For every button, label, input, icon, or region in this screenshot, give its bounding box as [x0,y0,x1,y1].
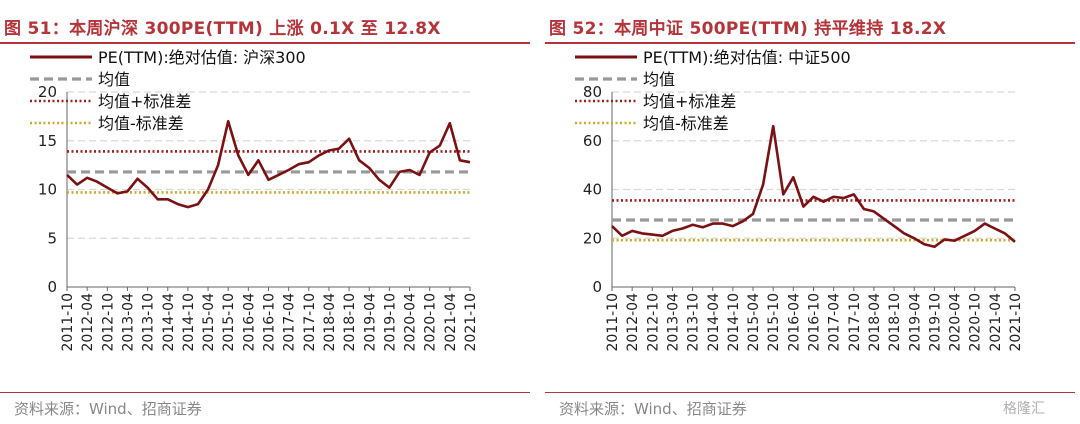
y-tick-label: 40 [583,181,602,199]
watermark-logo: 格隆汇 [1003,401,1045,417]
x-tick-label: 2015-10 [221,293,237,352]
x-tick-label: 2020-10 [423,293,439,352]
x-tick-label: 2020-04 [948,293,964,352]
pe-series-line [66,120,471,209]
y-tick-label: 80 [583,83,602,101]
y-tick-label: 5 [47,229,57,247]
x-tick-label: 2020-10 [968,293,984,352]
x-tick-label: 2014-10 [726,293,742,352]
x-tick-label: 2012-04 [625,293,641,352]
y-tick-label: 15 [38,132,57,150]
x-tick-label: 2017-04 [282,293,298,352]
x-tick-label: 2013-04 [665,293,681,352]
x-tick-label: 2012-10 [645,293,661,352]
x-tick-label: 2014-10 [181,293,197,352]
x-tick-label: 2018-04 [867,293,883,352]
y-tick-label: 60 [583,132,602,150]
x-tick-label: 2014-04 [706,293,722,352]
title-rule [545,42,1075,44]
chart-panel-hs300: 图 51：本周沪深 300PE(TTM) 上涨 0.1X 至 12.8X 0 5 1… [0,0,530,424]
legend-plus-std-label: 均值+标准差 [98,92,191,111]
chart-panel-csi500: 图 52：本周中证 500PE(TTM) 持平维持 18.2X 0 20 40 60 8… [545,0,1075,424]
x-tick-label: 2012-04 [80,293,96,352]
x-tick-label: 2016-04 [241,293,257,352]
y-tick-label: 0 [47,278,57,296]
source-note: 资料来源：Wind、招商证券 [559,400,747,418]
x-tick-label: 2018-10 [887,293,903,352]
legend-minus-std-label: 均值-标准差 [98,114,184,133]
source-note: 资料来源：Wind、招商证券 [14,400,202,418]
x-tick-label: 2019-04 [362,293,378,352]
x-tick-label: 2016-10 [262,293,278,352]
x-tick-label: 2018-10 [342,293,358,352]
x-tick-label: 2014-04 [161,293,177,352]
source-rule [545,392,1075,393]
x-tick-label: 2013-10 [686,293,702,352]
x-tick-label: 2013-10 [141,293,157,352]
x-tick-label: 2016-10 [807,293,823,352]
y-tick-label: 20 [38,83,57,101]
x-tick-label: 2019-04 [907,293,923,352]
x-tick-label: 2018-04 [322,293,338,352]
y-tick-label: 20 [583,229,602,247]
csi500-pe-chart: 0 20 40 60 80 2011-10 2012-04 2012-10 2013-04 201… [575,48,1024,352]
legend-pe-label: PE(TTM):绝对估值: 中证500 [643,48,851,67]
x-tick-label: 2017-04 [827,293,843,352]
x-tick-label: 2016-04 [786,293,802,352]
legend-minus-std-label: 均值-标准差 [643,114,729,133]
x-tick-label: 2015-04 [201,293,217,352]
x-tick-label: 2011-10 [605,293,621,352]
x-tick-label: 2021-10 [463,293,479,352]
y-tick-label: 10 [38,181,57,199]
x-tick-label: 2021-10 [1008,293,1024,352]
x-tick-label: 2015-04 [746,293,762,352]
x-tick-label: 2017-10 [302,293,318,352]
x-tick-label: 2020-04 [403,293,419,352]
x-tick-label: 2021-04 [988,293,1004,352]
x-tick-label: 2017-10 [847,293,863,352]
legend-pe-label: PE(TTM):绝对估值: 沪深300 [98,48,306,67]
hs300-pe-chart: 0 5 10 15 20 2011-10 2012-04 2012-10 2013-04 2013… [30,48,479,352]
title-rule [0,42,530,44]
x-tick-label: 2013-04 [120,293,136,352]
chart-title: 图 52：本周中证 500PE(TTM) 持平维持 18.2X [549,19,947,39]
legend-plus-std-label: 均值+标准差 [643,92,736,111]
x-tick-label: 2021-04 [443,293,459,352]
x-tick-label: 2019-10 [382,293,398,352]
legend-mean-label: 均值 [643,70,675,89]
y-tick-label: 0 [592,278,602,296]
chart-title: 图 51：本周沪深 300PE(TTM) 上涨 0.1X 至 12.8X [4,19,441,39]
legend-mean-label: 均值 [98,70,130,89]
pe-series-line [611,124,1016,249]
x-tick-label: 2019-10 [927,293,943,352]
x-tick-label: 2011-10 [60,293,76,352]
x-tick-label: 2012-10 [100,293,116,352]
x-tick-label: 2015-10 [766,293,782,352]
source-rule [0,392,530,393]
